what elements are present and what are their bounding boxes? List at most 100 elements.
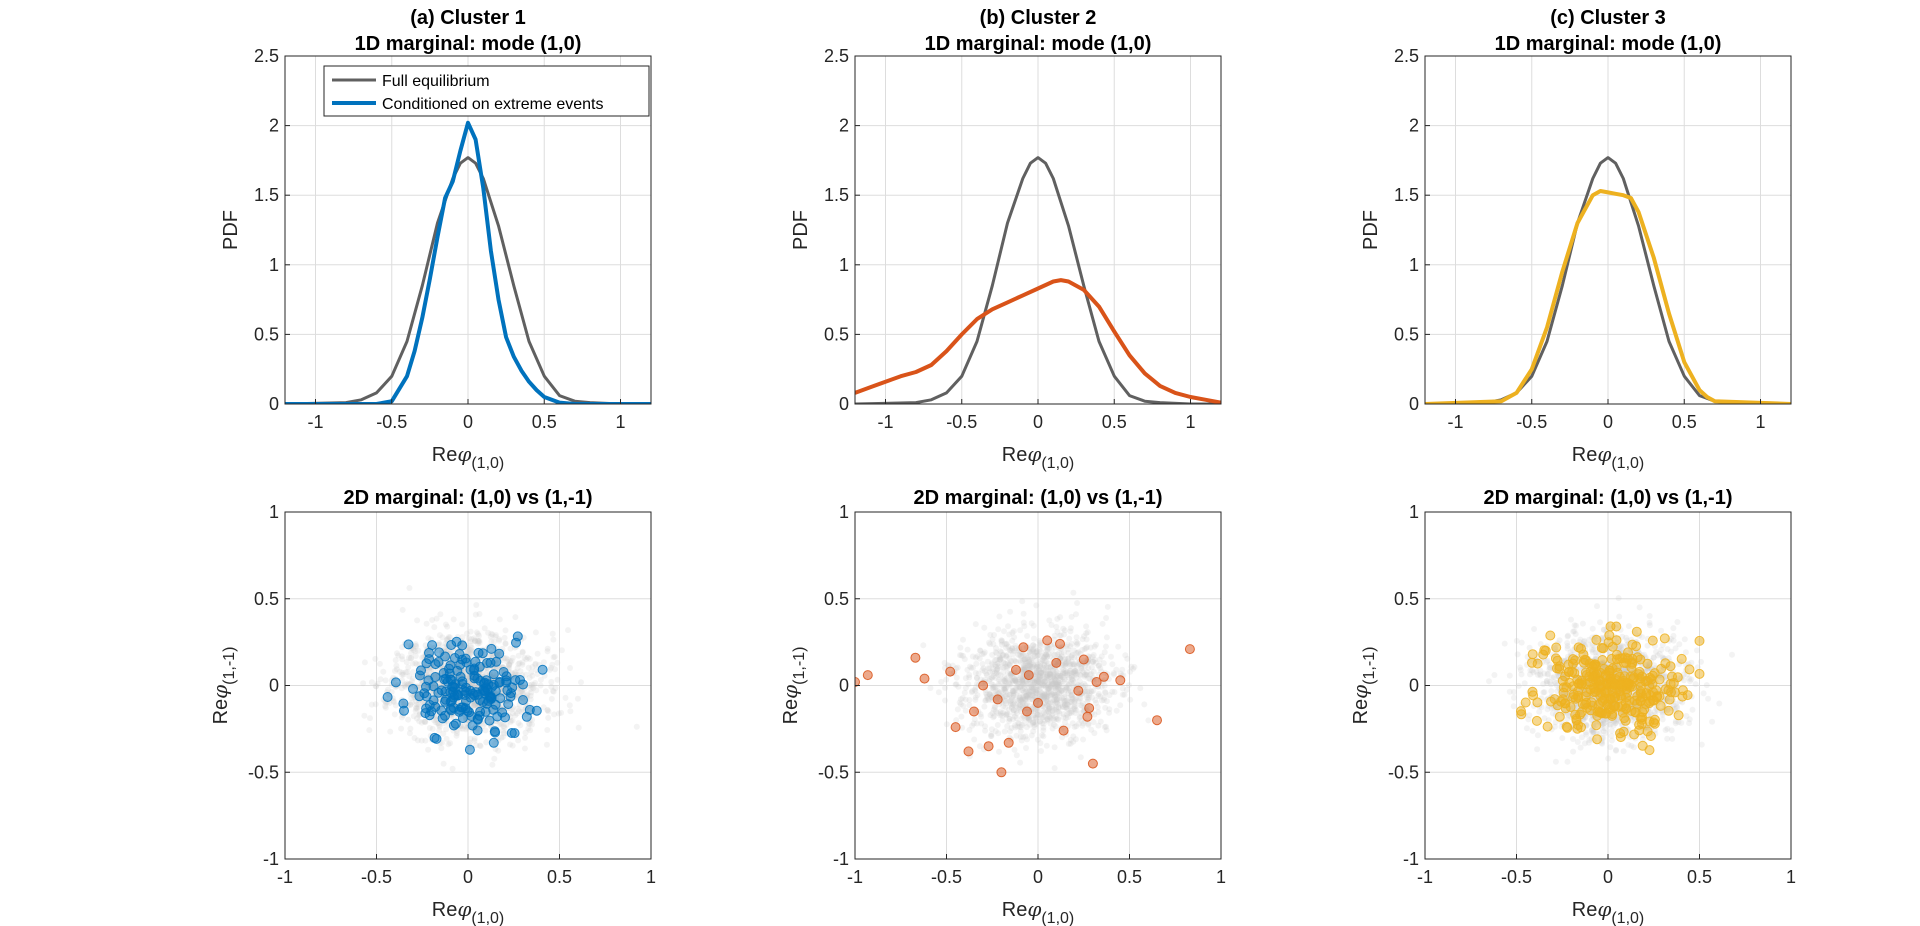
point-0-1207	[1061, 660, 1068, 667]
point-0-1118	[1048, 680, 1055, 687]
point-0-958	[1001, 728, 1008, 735]
point-0-582	[493, 632, 499, 639]
point-0-548	[491, 755, 498, 762]
point-1-102	[390, 677, 401, 688]
point-0-348	[515, 708, 522, 714]
point-0-102	[1054, 615, 1061, 622]
point-0-372	[467, 735, 474, 742]
point-0-769	[467, 642, 474, 649]
point-1-71	[1673, 710, 1684, 721]
point-0-1314	[990, 706, 997, 713]
point-0-322	[412, 708, 419, 714]
point-0-1079	[1019, 676, 1026, 682]
point-0-404	[447, 740, 454, 747]
point-0-5	[986, 669, 993, 676]
point-0-1316	[1028, 620, 1035, 627]
point-0-1288	[529, 721, 535, 728]
point-0-677	[399, 644, 406, 651]
point-0-728	[1035, 652, 1041, 659]
point-0-875	[404, 669, 411, 675]
point-0-961	[1010, 716, 1016, 723]
point-0-1244	[407, 702, 414, 708]
point-0-659	[376, 660, 383, 667]
point-0-535	[1055, 673, 1061, 680]
point-0-1388	[1091, 730, 1098, 737]
point-0-793	[962, 707, 969, 714]
point-0-1118	[1571, 628, 1578, 635]
point-0-628	[1046, 664, 1053, 671]
point-0-1070	[1057, 676, 1064, 683]
point-0-865	[986, 676, 993, 683]
point-0-157	[443, 726, 450, 733]
chart-subtitle: 1D marginal: mode (1,0)	[355, 33, 582, 55]
point-0-515	[507, 741, 513, 748]
point-0-155	[1010, 678, 1017, 685]
point-0-755	[1043, 648, 1050, 654]
point-1-11	[996, 767, 1007, 778]
point-0-67	[1617, 643, 1623, 650]
point-0-821	[1037, 718, 1044, 725]
point-0-1077	[519, 649, 526, 656]
point-0-459	[1068, 670, 1075, 677]
point-1-24	[1087, 758, 1098, 769]
point-0-657	[1046, 685, 1052, 692]
point-0-34	[988, 681, 995, 687]
point-1-249	[1630, 707, 1641, 718]
point-0-425	[1066, 680, 1073, 687]
point-0-1132	[1013, 678, 1020, 685]
point-0-158	[1038, 748, 1044, 754]
point-0-573	[1010, 710, 1017, 717]
point-0-1105	[997, 678, 1004, 685]
point-0-749	[1028, 684, 1034, 690]
point-1-225	[1649, 714, 1660, 725]
point-0-356	[1029, 720, 1036, 727]
point-0-634	[1033, 721, 1039, 727]
point-0-342	[1013, 732, 1020, 739]
point-0-1082	[1006, 715, 1013, 722]
point-0-971	[1037, 658, 1044, 665]
point-0-627	[1071, 654, 1078, 661]
point-0-944	[1518, 639, 1525, 646]
point-0-100	[1021, 656, 1028, 663]
point-0-43	[1588, 727, 1595, 734]
point-1-294	[1642, 726, 1653, 737]
point-0-106	[514, 665, 521, 672]
point-0-389	[1025, 680, 1032, 687]
point-0-672	[1020, 685, 1027, 692]
point-0-361	[1051, 689, 1058, 696]
point-0-42	[1030, 728, 1037, 735]
point-0-715	[1040, 720, 1047, 727]
point-0-491	[986, 691, 993, 698]
point-0-363	[1010, 688, 1017, 695]
point-1-171	[469, 665, 479, 676]
point-0-1210	[472, 638, 479, 645]
point-1-21	[1078, 654, 1089, 665]
point-0-1008	[995, 663, 1002, 670]
point-0-302	[942, 697, 949, 704]
point-0-79	[1021, 665, 1028, 671]
point-0-148	[1681, 636, 1688, 643]
point-0-652	[1006, 680, 1013, 687]
point-0-944	[999, 651, 1006, 658]
point-0-1272	[1050, 697, 1056, 703]
point-0-360	[1063, 684, 1070, 691]
point-0-444	[1001, 628, 1007, 635]
point-0-1257	[1000, 660, 1007, 667]
point-0-1062	[1044, 690, 1051, 696]
point-0-638	[989, 661, 996, 668]
point-0-607	[530, 685, 537, 692]
point-0-967	[1041, 678, 1048, 685]
point-0-1127	[1045, 685, 1052, 692]
point-0-884	[1048, 684, 1055, 691]
point-0-760	[1004, 723, 1011, 730]
point-0-895	[986, 678, 992, 684]
point-1-9	[983, 741, 994, 752]
point-0-636	[398, 725, 405, 732]
point-1-19	[1055, 638, 1065, 649]
point-0-537	[983, 670, 990, 677]
point-0-1223	[1025, 658, 1032, 665]
point-1-170	[416, 665, 426, 676]
point-0-1014	[489, 631, 496, 638]
point-0-175	[1082, 687, 1089, 694]
point-0-641	[1055, 696, 1062, 703]
